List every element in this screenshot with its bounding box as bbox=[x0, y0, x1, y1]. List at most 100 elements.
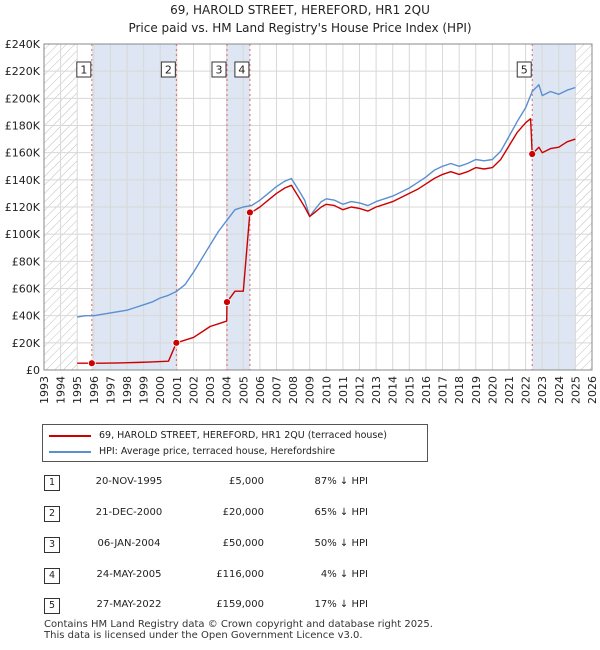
x-tick-label: 2024 bbox=[553, 376, 566, 404]
legend-line-property bbox=[49, 435, 91, 437]
x-tick-label: 2000 bbox=[154, 376, 167, 404]
transaction-price: £159,000 bbox=[216, 599, 264, 610]
x-tick-label: 2014 bbox=[387, 376, 400, 404]
sale-label: 5 bbox=[521, 64, 528, 77]
sale-label: 2 bbox=[165, 64, 172, 77]
transaction-date: 20-NOV-1995 bbox=[95, 476, 163, 487]
x-tick-label: 2022 bbox=[520, 376, 533, 404]
transaction-hpi-diff: 65% ↓ HPI bbox=[314, 507, 368, 518]
y-tick-label: £100K bbox=[5, 228, 41, 241]
x-tick-label: 2002 bbox=[187, 376, 200, 404]
transaction-number: 3 bbox=[44, 537, 60, 553]
sale-label: 1 bbox=[80, 64, 87, 77]
table-row: 4 24-MAY-2005 £116,000 4% ↓ HPI bbox=[42, 565, 562, 585]
x-tick-label: 2005 bbox=[237, 376, 250, 404]
sale-point bbox=[87, 359, 96, 368]
transaction-hpi-diff: 87% ↓ HPI bbox=[314, 476, 368, 487]
x-tick-label: 2004 bbox=[221, 376, 234, 404]
sale-label-box bbox=[160, 61, 176, 78]
chart-subtitle: Price paid vs. HM Land Registry's House … bbox=[128, 21, 471, 35]
x-tick-label: 2008 bbox=[287, 376, 300, 404]
x-tick-label: 2015 bbox=[403, 376, 416, 404]
y-tick-label: £140K bbox=[5, 174, 41, 187]
plot-frame bbox=[43, 43, 593, 371]
transaction-hpi-diff: 50% ↓ HPI bbox=[314, 538, 368, 549]
footer-license: This data is licensed under the Open Gov… bbox=[44, 630, 363, 641]
table-row: 3 06-JAN-2004 £50,000 50% ↓ HPI bbox=[42, 534, 562, 554]
transaction-price: £116,000 bbox=[216, 569, 264, 580]
y-tick-label: £180K bbox=[5, 120, 41, 133]
y-tick-label: £40K bbox=[12, 310, 41, 323]
transaction-price: £5,000 bbox=[229, 476, 264, 487]
sale-point bbox=[172, 338, 181, 347]
transaction-date: 27-MAY-2022 bbox=[96, 599, 162, 610]
footer-copyright: Contains HM Land Registry data © Crown c… bbox=[44, 619, 433, 630]
sale-label-box bbox=[211, 61, 227, 78]
footer: Contains HM Land Registry data © Crown c… bbox=[44, 619, 433, 641]
x-tick-label: 1994 bbox=[55, 376, 68, 404]
x-tick-label: 2011 bbox=[337, 376, 350, 404]
x-tick-label: 1997 bbox=[104, 376, 117, 404]
x-tick-label: 2019 bbox=[470, 376, 483, 404]
x-tick-label: 2006 bbox=[254, 376, 267, 404]
y-tick-label: £120K bbox=[5, 201, 41, 214]
transaction-date: 06-JAN-2004 bbox=[97, 538, 161, 549]
x-tick-label: 1996 bbox=[88, 376, 101, 404]
x-tick-label: 2010 bbox=[320, 376, 333, 404]
sale-label-box bbox=[234, 61, 250, 78]
x-tick-label: 2013 bbox=[370, 376, 383, 404]
y-tick-label: £200K bbox=[5, 92, 41, 105]
transaction-date: 24-MAY-2005 bbox=[96, 569, 162, 580]
transaction-hpi-diff: 4% ↓ HPI bbox=[320, 569, 368, 580]
chart-title: 69, HAROLD STREET, HEREFORD, HR1 2QU bbox=[170, 3, 430, 17]
sale-label-box bbox=[76, 61, 92, 78]
sale-point bbox=[246, 208, 254, 217]
x-tick-label: 2012 bbox=[354, 376, 367, 404]
sale-label-box bbox=[516, 61, 532, 78]
x-tick-label: 2009 bbox=[304, 376, 317, 404]
x-tick-label: 2003 bbox=[204, 376, 217, 404]
x-tick-label: 1993 bbox=[38, 376, 51, 404]
legend: 69, HAROLD STREET, HEREFORD, HR1 2QU (te… bbox=[42, 424, 428, 462]
y-tick-label: £220K bbox=[5, 65, 41, 78]
x-tick-label: 2018 bbox=[453, 376, 466, 404]
table-row: 5 27-MAY-2022 £159,000 17% ↓ HPI bbox=[42, 595, 562, 615]
hpi-series-line bbox=[77, 84, 576, 318]
sale-label: 4 bbox=[238, 64, 245, 77]
y-tick-label: £240K bbox=[5, 38, 41, 51]
y-tick-label: £160K bbox=[5, 147, 41, 160]
transaction-price: £20,000 bbox=[222, 507, 264, 518]
transaction-number: 4 bbox=[44, 568, 60, 584]
x-tick-label: 1995 bbox=[71, 376, 84, 404]
x-tick-label: 2020 bbox=[486, 376, 499, 404]
property-series-line bbox=[77, 117, 576, 364]
transaction-hpi-diff: 17% ↓ HPI bbox=[314, 599, 368, 610]
x-tick-label: 2023 bbox=[536, 376, 549, 404]
legend-label-hpi: HPI: Average price, terraced house, Here… bbox=[99, 446, 336, 457]
x-tick-label: 2007 bbox=[270, 376, 283, 404]
table-row: 1 20-NOV-1995 £5,000 87% ↓ HPI bbox=[42, 472, 562, 492]
x-tick-label: 2021 bbox=[503, 376, 516, 404]
y-tick-label: £0 bbox=[26, 364, 40, 377]
x-tick-label: 2001 bbox=[171, 376, 184, 404]
price-chart: 69, HAROLD STREET, HEREFORD, HR1 2QU Pri… bbox=[5, 3, 599, 404]
transaction-number: 1 bbox=[44, 475, 60, 491]
x-tick-label: 1998 bbox=[121, 376, 134, 404]
transaction-price: £50,000 bbox=[222, 538, 264, 549]
legend-line-hpi bbox=[49, 451, 91, 453]
transaction-date: 21-DEC-2000 bbox=[95, 507, 163, 518]
table-row: 2 21-DEC-2000 £20,000 65% ↓ HPI bbox=[42, 503, 562, 523]
y-tick-label: £60K bbox=[12, 283, 41, 296]
x-tick-label: 2025 bbox=[569, 376, 582, 404]
transaction-number: 2 bbox=[44, 506, 60, 522]
sale-point bbox=[528, 150, 537, 158]
x-tick-label: 2016 bbox=[420, 376, 433, 404]
y-tick-label: £20K bbox=[12, 337, 41, 350]
x-tick-label: 1999 bbox=[138, 376, 151, 404]
x-tick-label: 2026 bbox=[586, 376, 599, 404]
x-tick-label: 2017 bbox=[437, 376, 450, 404]
transaction-number: 5 bbox=[44, 598, 60, 614]
sale-point bbox=[223, 298, 231, 306]
y-tick-label: £80K bbox=[12, 255, 41, 268]
legend-label-property: 69, HAROLD STREET, HEREFORD, HR1 2QU (te… bbox=[99, 430, 387, 441]
